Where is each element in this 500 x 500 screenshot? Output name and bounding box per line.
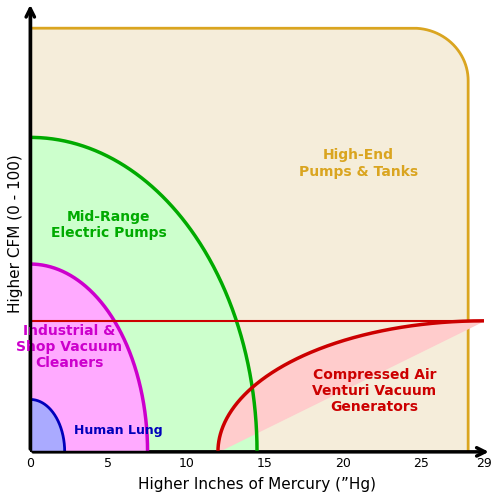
Polygon shape <box>218 321 484 452</box>
Text: Industrial &
Shop Vacuum
Cleaners: Industrial & Shop Vacuum Cleaners <box>16 324 122 370</box>
Polygon shape <box>30 264 148 452</box>
X-axis label: Higher Inches of Mercury (”Hg): Higher Inches of Mercury (”Hg) <box>138 476 376 492</box>
Y-axis label: Higher CFM (0 - 100): Higher CFM (0 - 100) <box>8 154 24 313</box>
Text: Compressed Air
Venturi Vacuum
Generators: Compressed Air Venturi Vacuum Generators <box>312 368 436 414</box>
Text: Human Lung: Human Lung <box>74 424 162 436</box>
Polygon shape <box>30 15 257 452</box>
Text: High-End
Pumps & Tanks: High-End Pumps & Tanks <box>299 148 418 178</box>
Polygon shape <box>30 400 64 452</box>
Text: Mid-Range
Electric Pumps: Mid-Range Electric Pumps <box>50 210 166 240</box>
Polygon shape <box>30 28 468 452</box>
